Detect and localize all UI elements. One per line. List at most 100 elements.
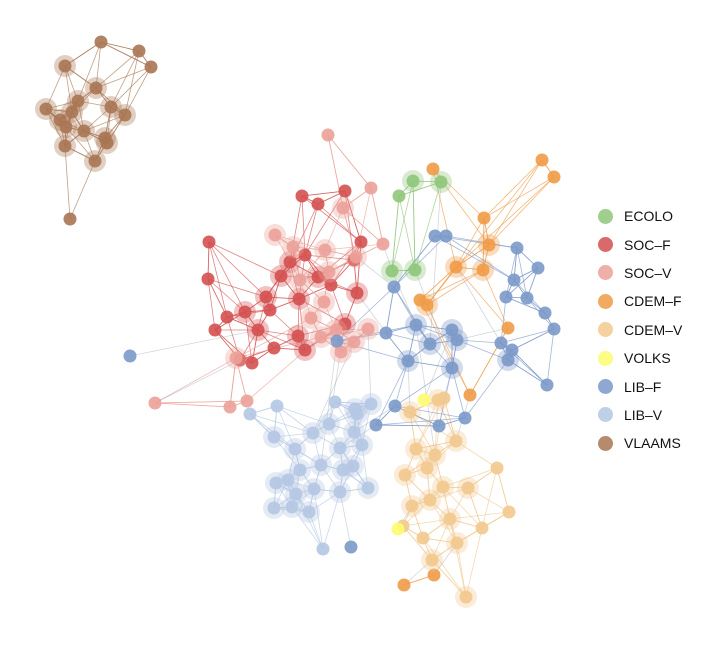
graph-node-dot [355,438,369,452]
graph-edge [426,304,471,396]
graph-node-dot [330,334,344,348]
graph-node-soc-v [300,307,322,329]
graph-edge [375,360,409,426]
graph-node-soc-v [289,269,311,291]
graph-node-soc-v [225,347,247,369]
graph-node-dot [443,512,457,526]
graph-node-dot [223,400,237,414]
graph-node-soc-v [364,181,378,195]
graph-node-dot [502,505,516,519]
legend-item-volks: VOLKS [598,344,682,372]
graph-edge [276,405,296,450]
graph-node-dot [449,260,463,274]
graph-node-vlaams [54,55,76,77]
graph-edge [431,559,467,598]
graph-node-dot [391,522,405,536]
graph-node-dot [274,269,288,283]
graph-edge [208,241,267,298]
graph-node-dot [349,250,363,264]
graph-edge [64,65,73,113]
graph-edge [339,491,352,548]
graph-edge [100,41,152,68]
graph-edge [402,518,451,527]
graph-edge [207,278,228,318]
graph-node-soc-v [313,291,335,313]
graph-node-soc-f [288,288,310,310]
graph-edge [419,299,471,396]
graph-node-dot [540,378,554,392]
graph-node-cdem-v [439,508,461,530]
graph-node-dot [283,255,297,269]
graph-node-dot [369,418,383,432]
graph-node-cdem-v [446,532,468,554]
graph-node-lib-f [369,418,383,432]
graph-node-dot [202,235,216,249]
legend-item-soc-f: SOC–F [598,230,682,258]
graph-edge [45,108,66,147]
graph-node-dot [482,238,496,252]
graph-edge [45,65,66,110]
graph-node-cdem-f [477,211,491,225]
graph-node-volks [417,393,431,407]
graph-node-cdem-v [475,521,489,535]
graph-node-soc-v [332,197,354,219]
graph-node-lib-f [387,280,401,294]
graph-node-cdem-v [419,489,441,511]
graph-node-dot [408,263,422,277]
graph-edge [304,254,332,286]
graph-node-dot [132,44,146,58]
graph-edge [308,511,324,550]
graph-node-lib-v [316,542,330,556]
graph-node-dot [409,318,423,332]
graph-edge [301,195,306,256]
graph-node-lib-f [540,378,554,392]
graph-node-dot [423,337,437,351]
graph-edge [449,518,467,598]
graph-node-dot [334,345,348,359]
graph-node-dot [336,463,350,477]
graph-edge [276,405,314,434]
graph-node-lib-f [344,540,358,554]
graph-edge [481,467,498,529]
graph-node-dot [333,485,347,499]
graph-node-soc-f [295,189,309,203]
graph-node-dot [428,448,442,462]
graph-node-cdem-v [424,444,446,466]
graph-edge [208,241,228,318]
graph-node-dot [490,461,504,475]
graph-node-lib-f [432,419,446,433]
graph-edge [292,246,330,273]
graph-edge [110,50,140,108]
graph-node-dot [405,499,419,513]
graph-node-lib-f [538,306,552,320]
graph-edge [313,488,324,550]
graph-node-dot [39,102,53,116]
graph-node-lib-f [405,314,427,336]
graph-node-dot [77,124,91,138]
graph-node-dot [436,480,450,494]
graph-edge [361,444,369,489]
graph-node-dot [208,323,222,337]
graph-node-dot [476,263,490,277]
graph-node-vlaams [96,132,118,154]
graph-node-lib-f [547,322,561,336]
graph-node-dot [306,426,320,440]
graph-node-lib-v [284,438,306,460]
graph-node-dot [510,241,524,255]
graph-node-dot [432,419,446,433]
graph-edge [393,235,436,288]
graph-node-dot [361,481,375,495]
graph-edge [464,359,509,419]
graph-node-dot [499,290,513,304]
legend-item-cdem-v: CDEM–V [598,316,682,344]
graph-edge [367,328,372,405]
graph-node-dot [494,336,508,350]
legend-label-lib-f: LIB–F [624,378,662,395]
graph-node-dot [459,590,473,604]
graph-node-soc-f [346,282,368,304]
graph-node-dot [295,189,309,203]
graph-node-dot [406,174,420,188]
graph-node-dot [311,270,325,284]
graph-node-cdem-f [472,259,494,281]
legend: ECOLO SOC–F SOC–V CDEM–F CDEM–V VOLKS LI… [598,202,682,458]
